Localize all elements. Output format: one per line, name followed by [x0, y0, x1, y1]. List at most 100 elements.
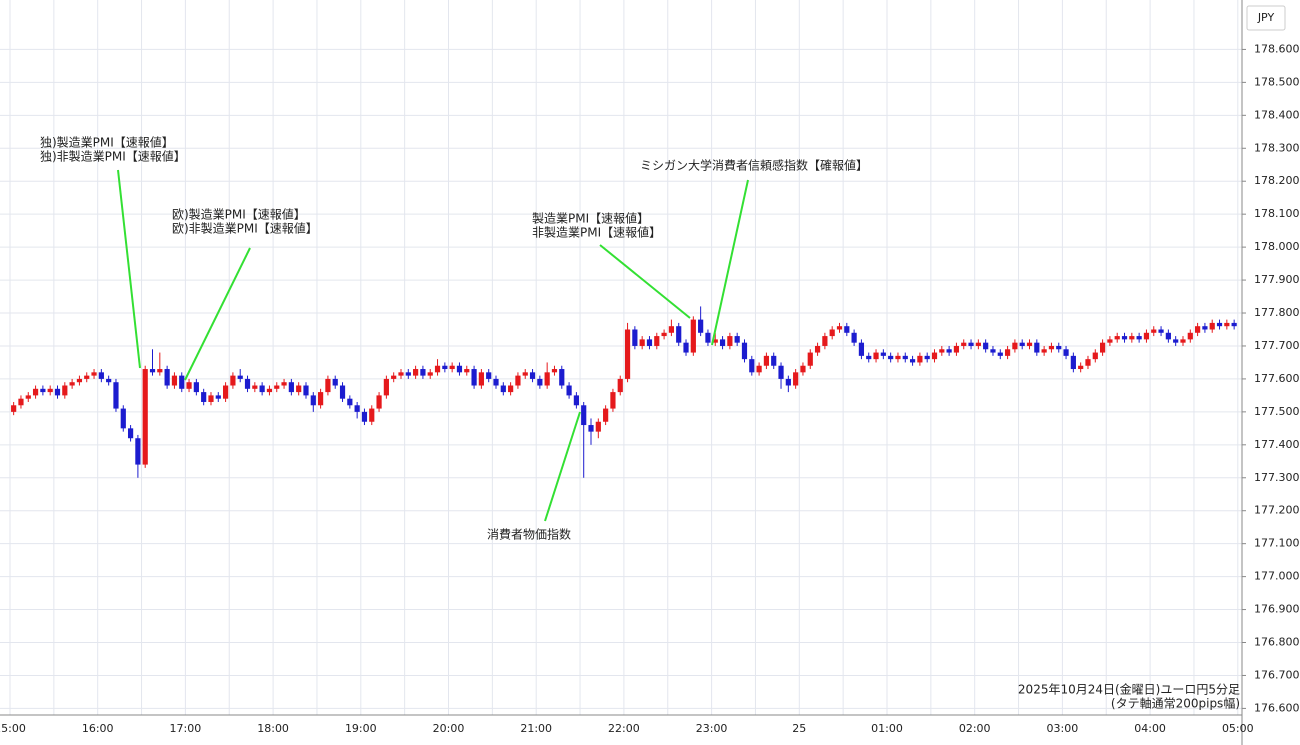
- candle-body: [1056, 345, 1062, 350]
- candle-body: [1224, 322, 1230, 327]
- candle-body: [785, 378, 791, 386]
- candle-body: [149, 369, 156, 373]
- y-tick-label: 178.000: [1254, 240, 1300, 253]
- candle-body: [1165, 332, 1171, 340]
- y-tick-label: 177.600: [1254, 372, 1300, 385]
- y-tick-label: 177.000: [1254, 570, 1300, 583]
- candle-body: [763, 355, 770, 366]
- annotation-text: 独)製造業PMI【速報値】: [40, 135, 174, 150]
- x-tick-label: 20:00: [433, 722, 465, 735]
- annotation-text: 消費者物価指数: [487, 527, 571, 542]
- y-tick-label: 177.200: [1254, 504, 1300, 517]
- candle-body: [361, 411, 368, 422]
- candle-body: [676, 326, 682, 343]
- candle-body: [654, 336, 660, 346]
- candle-body: [917, 355, 923, 363]
- candle-body: [310, 395, 316, 406]
- candle-body: [69, 382, 75, 386]
- candle-body: [1012, 342, 1018, 350]
- candle-body: [997, 352, 1003, 356]
- candle-body: [1129, 336, 1135, 340]
- x-tick-label: 02:00: [959, 722, 991, 735]
- candle-body: [296, 385, 302, 393]
- candle-body: [851, 332, 857, 343]
- candle-body: [318, 392, 324, 406]
- footnote: 2025年10月24日(金曜日)ユーロ円5分足: [1018, 682, 1240, 697]
- candle-body: [756, 365, 762, 373]
- candle-body: [339, 385, 346, 399]
- candle-body: [1019, 342, 1025, 346]
- candle-body: [793, 372, 799, 386]
- y-tick-label: 176.800: [1254, 636, 1300, 649]
- candle-body: [1107, 339, 1113, 343]
- y-tick-label: 176.700: [1254, 668, 1300, 681]
- candle-body: [741, 342, 748, 360]
- candle-body: [661, 332, 667, 337]
- candle-body: [252, 385, 258, 389]
- candle-body: [208, 395, 214, 402]
- annotation-leader: [599, 244, 691, 319]
- candle-body: [909, 359, 916, 363]
- candle-body: [1136, 336, 1142, 340]
- annotation-leader: [117, 169, 141, 369]
- x-tick-label: 18:00: [257, 722, 289, 735]
- candle-body: [551, 369, 558, 373]
- candle-body: [500, 385, 506, 393]
- candle-body: [888, 355, 894, 360]
- candle-body: [54, 388, 61, 396]
- candle-body: [281, 382, 287, 386]
- candle-body: [1231, 322, 1237, 327]
- candle-body: [171, 375, 178, 386]
- y-tick-label: 177.700: [1254, 339, 1300, 352]
- candle-body: [683, 342, 689, 353]
- x-tick-label: 21:00: [520, 722, 552, 735]
- candle-body: [1078, 365, 1084, 370]
- x-tick-label: 17:00: [170, 722, 202, 735]
- candle-body: [836, 326, 843, 330]
- candle-body: [288, 382, 294, 393]
- candle-body: [858, 342, 865, 356]
- candle-body: [975, 342, 981, 346]
- y-tick-label: 177.800: [1254, 306, 1300, 319]
- candle-body: [478, 372, 484, 386]
- y-tick-label: 177.300: [1254, 471, 1300, 484]
- candle-body: [427, 372, 433, 376]
- candle-body: [924, 355, 930, 360]
- annotations: 独)製造業PMI【速報値】独)非製造業PMI【速報値】欧)製造業PMI【速報値】…: [40, 135, 1240, 711]
- candle-body: [983, 342, 989, 350]
- x-tick-label: 19:00: [345, 722, 377, 735]
- candle-body: [449, 365, 455, 370]
- candle-body: [1202, 326, 1208, 330]
- candle-body: [391, 375, 397, 379]
- candle-body: [98, 372, 104, 379]
- candle-body: [1158, 329, 1164, 333]
- candle-body: [1041, 349, 1047, 353]
- x-tick-label: 22:00: [608, 722, 640, 735]
- annotation-text: 製造業PMI【速報値】: [532, 211, 649, 226]
- y-tick-label: 178.400: [1254, 108, 1300, 121]
- candle-body: [1034, 342, 1040, 353]
- candle-body: [1180, 339, 1186, 343]
- x-tick-label: 01:00: [871, 722, 903, 735]
- candle-body: [113, 382, 119, 409]
- candle-body: [127, 428, 134, 439]
- candle-body: [844, 326, 850, 333]
- candle-body: [1026, 342, 1033, 346]
- candle-body: [508, 385, 514, 393]
- candle-body: [383, 378, 389, 396]
- candle-body: [1063, 349, 1069, 356]
- candle-body: [179, 375, 185, 389]
- candle-body: [259, 385, 265, 393]
- candle-body: [880, 352, 886, 356]
- candle-body: [1195, 326, 1201, 333]
- candles: [11, 306, 1237, 478]
- candle-body: [222, 385, 229, 399]
- candle-body: [201, 392, 207, 402]
- candle-body: [244, 378, 251, 389]
- candle-body: [40, 388, 46, 393]
- candle-body: [559, 369, 565, 386]
- y-tick-label: 178.200: [1254, 174, 1300, 187]
- y-tick-label: 177.100: [1254, 537, 1300, 550]
- candle-body: [186, 382, 192, 389]
